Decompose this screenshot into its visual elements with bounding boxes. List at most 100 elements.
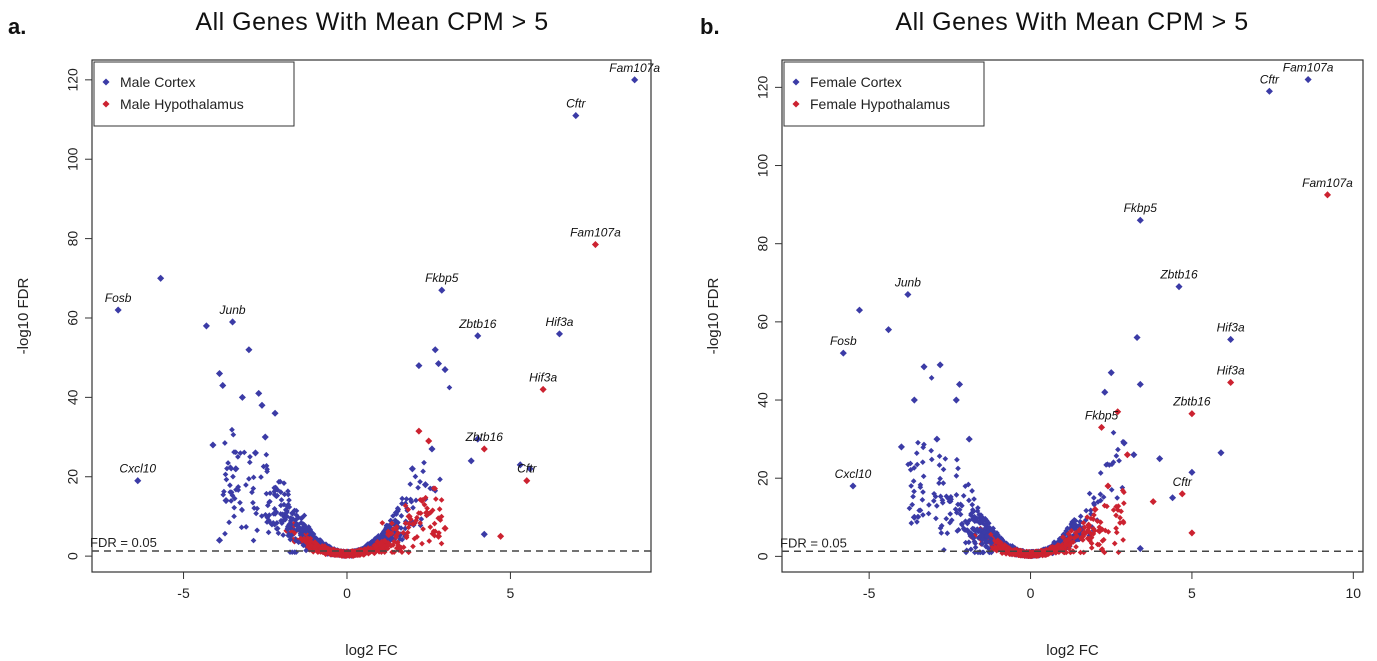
cortex-point xyxy=(408,465,416,473)
cortex-point xyxy=(253,510,259,517)
cortex-point xyxy=(287,536,294,543)
cortex-point xyxy=(157,274,165,282)
point xyxy=(1110,429,1117,436)
cortex-point xyxy=(231,513,237,520)
point xyxy=(962,518,969,525)
point xyxy=(362,547,369,553)
cortex-point xyxy=(907,466,914,473)
cortex-point xyxy=(264,502,271,509)
cortex-point xyxy=(964,527,971,533)
hypothalamus-point xyxy=(418,497,426,505)
cortex-point xyxy=(290,516,296,522)
cortex-point xyxy=(921,441,927,448)
hypothalamus-point xyxy=(384,545,391,552)
point xyxy=(410,504,416,511)
point xyxy=(928,375,935,381)
hypothalamus-point xyxy=(539,385,547,393)
panel-letter: a. xyxy=(8,14,26,39)
hypothalamus-point xyxy=(382,538,388,544)
cortex-point xyxy=(263,490,270,497)
point xyxy=(311,544,318,550)
hypothalamus-point xyxy=(432,528,439,535)
point xyxy=(285,488,291,495)
hypothalamus-point xyxy=(1227,378,1235,386)
cortex-point xyxy=(966,530,973,537)
point xyxy=(1041,548,1048,554)
cortex-point xyxy=(948,494,954,500)
cortex-point xyxy=(1265,87,1273,95)
hypothalamus-point xyxy=(436,506,443,512)
point xyxy=(960,492,967,499)
point xyxy=(286,497,292,503)
cortex-point xyxy=(303,547,309,554)
cortex-point xyxy=(261,433,269,441)
point xyxy=(412,473,419,480)
cortex-point xyxy=(250,474,257,481)
cortex-point xyxy=(904,290,912,299)
point xyxy=(400,529,407,536)
hypothalamus-point xyxy=(379,520,386,526)
hypothalamus-point xyxy=(438,497,445,503)
cortex-point xyxy=(231,449,237,455)
cortex-point xyxy=(467,457,475,465)
cortex-point xyxy=(925,510,932,517)
cortex-point xyxy=(954,528,961,534)
hypothalamus-point xyxy=(394,540,401,547)
point xyxy=(992,544,998,551)
point xyxy=(303,524,309,531)
cortex-point xyxy=(942,455,949,462)
cortex-point xyxy=(283,510,289,516)
cortex-point xyxy=(1136,216,1144,224)
cortex-point xyxy=(202,322,210,330)
point xyxy=(993,538,1000,545)
hypothalamus-point xyxy=(1149,498,1157,506)
hypothalamus-point xyxy=(405,506,412,513)
cortex-point xyxy=(228,498,234,504)
hypothalamus-point xyxy=(523,477,531,485)
cortex-point xyxy=(905,461,911,468)
gene-label: Fosb xyxy=(830,334,857,348)
chart-title: All Genes With Mean CPM > 5 xyxy=(895,8,1248,36)
point xyxy=(1097,497,1104,504)
cortex-point xyxy=(1136,380,1144,388)
cortex-point xyxy=(1101,388,1109,396)
cortex-point xyxy=(303,528,309,535)
cortex-point xyxy=(988,536,994,542)
cortex-point xyxy=(1175,283,1183,291)
y-tick-label: 100 xyxy=(755,154,771,178)
hypothalamus-point xyxy=(1094,518,1101,524)
cortex-point xyxy=(230,431,237,438)
gene-label: Hif3a xyxy=(545,315,573,329)
cortex-point xyxy=(254,527,260,534)
hypothalamus-point xyxy=(419,540,425,547)
cortex-point xyxy=(114,306,122,314)
point xyxy=(1103,462,1109,468)
hypothalamus-point xyxy=(417,520,423,526)
x-tick-label: -5 xyxy=(863,585,876,601)
cortex-point xyxy=(238,524,245,531)
hypothalamus-point xyxy=(1188,410,1196,418)
gene-label: Fkbp5 xyxy=(1085,408,1119,422)
hypothalamus-point xyxy=(395,530,401,536)
cortex-point xyxy=(480,530,488,538)
cortex-point xyxy=(273,509,280,515)
hypothalamus-point xyxy=(1091,527,1098,534)
gene-label: Cftr xyxy=(566,97,586,111)
cortex-point xyxy=(980,549,987,556)
cortex-point xyxy=(267,490,273,497)
point xyxy=(966,497,972,504)
cortex-point xyxy=(940,466,947,473)
hypothalamus-point xyxy=(404,529,411,536)
cortex-point xyxy=(283,513,290,520)
point xyxy=(263,462,270,469)
hypothalamus-point xyxy=(385,530,392,537)
cortex-point xyxy=(936,361,944,369)
cortex-point xyxy=(277,511,284,517)
cortex-point xyxy=(271,521,278,528)
hypothalamus-point xyxy=(405,524,412,531)
point xyxy=(403,496,410,502)
hypothalamus-point xyxy=(393,534,400,540)
point xyxy=(1077,513,1084,520)
hypothalamus-point xyxy=(1117,520,1123,526)
legend-swatch xyxy=(102,78,110,86)
